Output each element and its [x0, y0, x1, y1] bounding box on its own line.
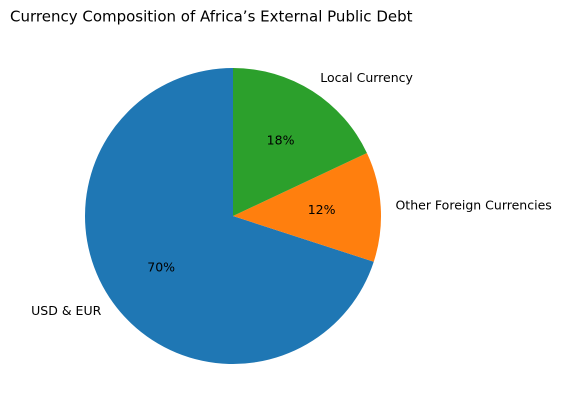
slice-label: USD & EUR	[31, 303, 101, 318]
pct-label: 18%	[267, 133, 295, 148]
pie-slice	[85, 68, 374, 364]
chart-title: Currency Composition of Africa’s Externa…	[10, 8, 413, 26]
slice-label: Other Foreign Currencies	[395, 197, 551, 212]
pie-slice	[233, 152, 382, 262]
pct-label: 12%	[308, 202, 336, 217]
slice-label: Local Currency	[320, 70, 413, 85]
pie-slice	[233, 68, 367, 216]
pct-label: 70%	[147, 260, 175, 275]
